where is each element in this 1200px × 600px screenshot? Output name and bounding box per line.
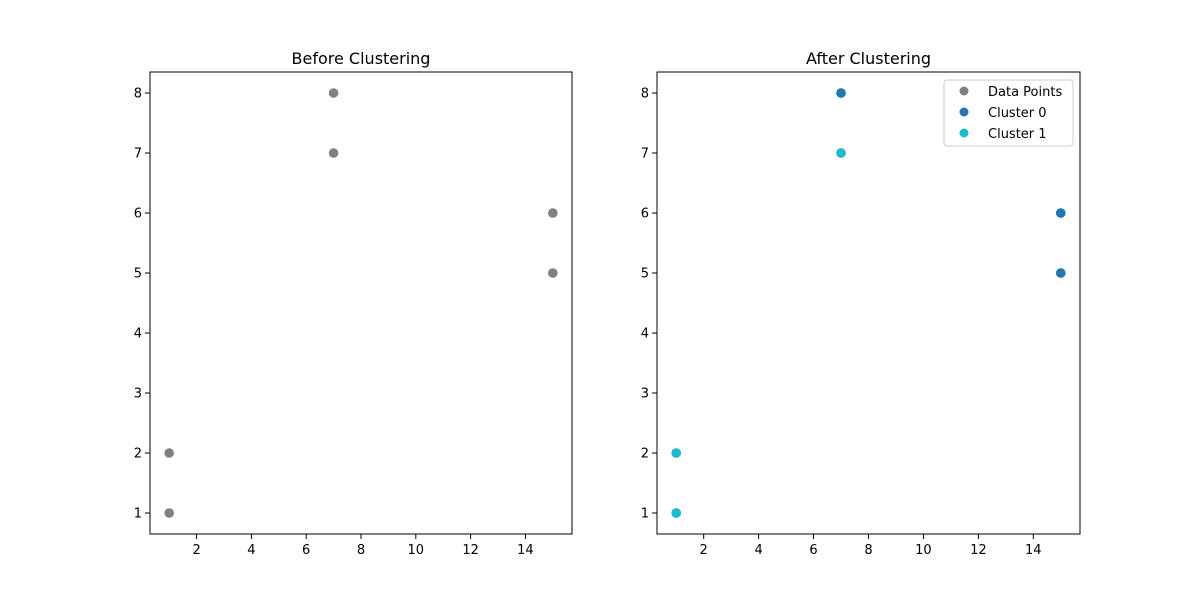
x-tick-label: 12: [970, 543, 987, 558]
legend-label-data-points: Data Points: [988, 85, 1062, 100]
data-point: [548, 268, 558, 278]
chart-title: Before Clustering: [292, 49, 431, 68]
y-tick-label: 8: [641, 87, 649, 102]
y-tick-label: 2: [641, 447, 649, 462]
legend-marker-cluster-1: [959, 128, 969, 138]
legend-label-cluster-1: Cluster 1: [988, 127, 1047, 142]
x-tick-label: 10: [408, 543, 425, 558]
data-point: [836, 148, 846, 158]
x-tick-label: 8: [357, 543, 365, 558]
x-tick-label: 10: [915, 543, 932, 558]
x-tick-label: 4: [754, 543, 762, 558]
x-axis: 2 4 6 8 10 12 14: [700, 534, 1042, 558]
y-axis: 1 2 3 4 5 6 7 8: [134, 87, 150, 522]
y-tick-label: 1: [134, 507, 142, 522]
chart-title: After Clustering: [806, 49, 931, 68]
y-tick-label: 8: [134, 87, 142, 102]
x-tick-label: 6: [809, 543, 817, 558]
x-tick-label: 12: [462, 543, 479, 558]
data-point: [548, 208, 558, 218]
x-tick-label: 14: [1025, 543, 1042, 558]
legend-marker-cluster-0: [959, 107, 969, 117]
data-point: [671, 508, 682, 518]
data-point: [328, 88, 339, 98]
x-tick-label: 14: [517, 543, 534, 558]
data-point: [1055, 208, 1066, 218]
y-tick-label: 4: [134, 327, 142, 342]
legend-box: [943, 79, 1074, 147]
data-point: [328, 148, 339, 158]
plot-area: [164, 88, 558, 518]
y-tick-label: 7: [641, 147, 649, 162]
y-tick-label: 5: [641, 267, 649, 282]
legend-label-cluster-0: Cluster 0: [988, 106, 1047, 121]
legend: Data Points Cluster 0 Cluster 1: [943, 79, 1074, 147]
x-tick-label: 2: [700, 543, 708, 558]
data-point: [164, 508, 174, 518]
x-tick-label: 2: [192, 543, 200, 558]
x-axis: 2 4 6 8 10 12 14: [192, 534, 534, 558]
data-point: [164, 448, 174, 458]
y-tick-label: 2: [134, 447, 142, 462]
y-tick-label: 3: [134, 387, 142, 402]
legend-marker-data-points: [959, 86, 969, 96]
x-tick-label: 8: [864, 543, 872, 558]
y-tick-label: 6: [641, 207, 649, 222]
data-point: [1055, 268, 1066, 278]
y-tick-label: 6: [134, 207, 142, 222]
y-tick-label: 7: [134, 147, 142, 162]
plot-area: [671, 88, 1066, 518]
data-point: [671, 448, 682, 458]
y-tick-label: 1: [641, 507, 649, 522]
y-tick-label: 5: [134, 267, 142, 282]
data-point: [836, 88, 846, 98]
x-tick-label: 6: [302, 543, 310, 558]
x-tick-label: 4: [247, 543, 255, 558]
y-axis: 1 2 3 4 5 6 7 8: [641, 87, 657, 522]
y-tick-label: 4: [641, 327, 649, 342]
y-tick-label: 3: [641, 387, 649, 402]
